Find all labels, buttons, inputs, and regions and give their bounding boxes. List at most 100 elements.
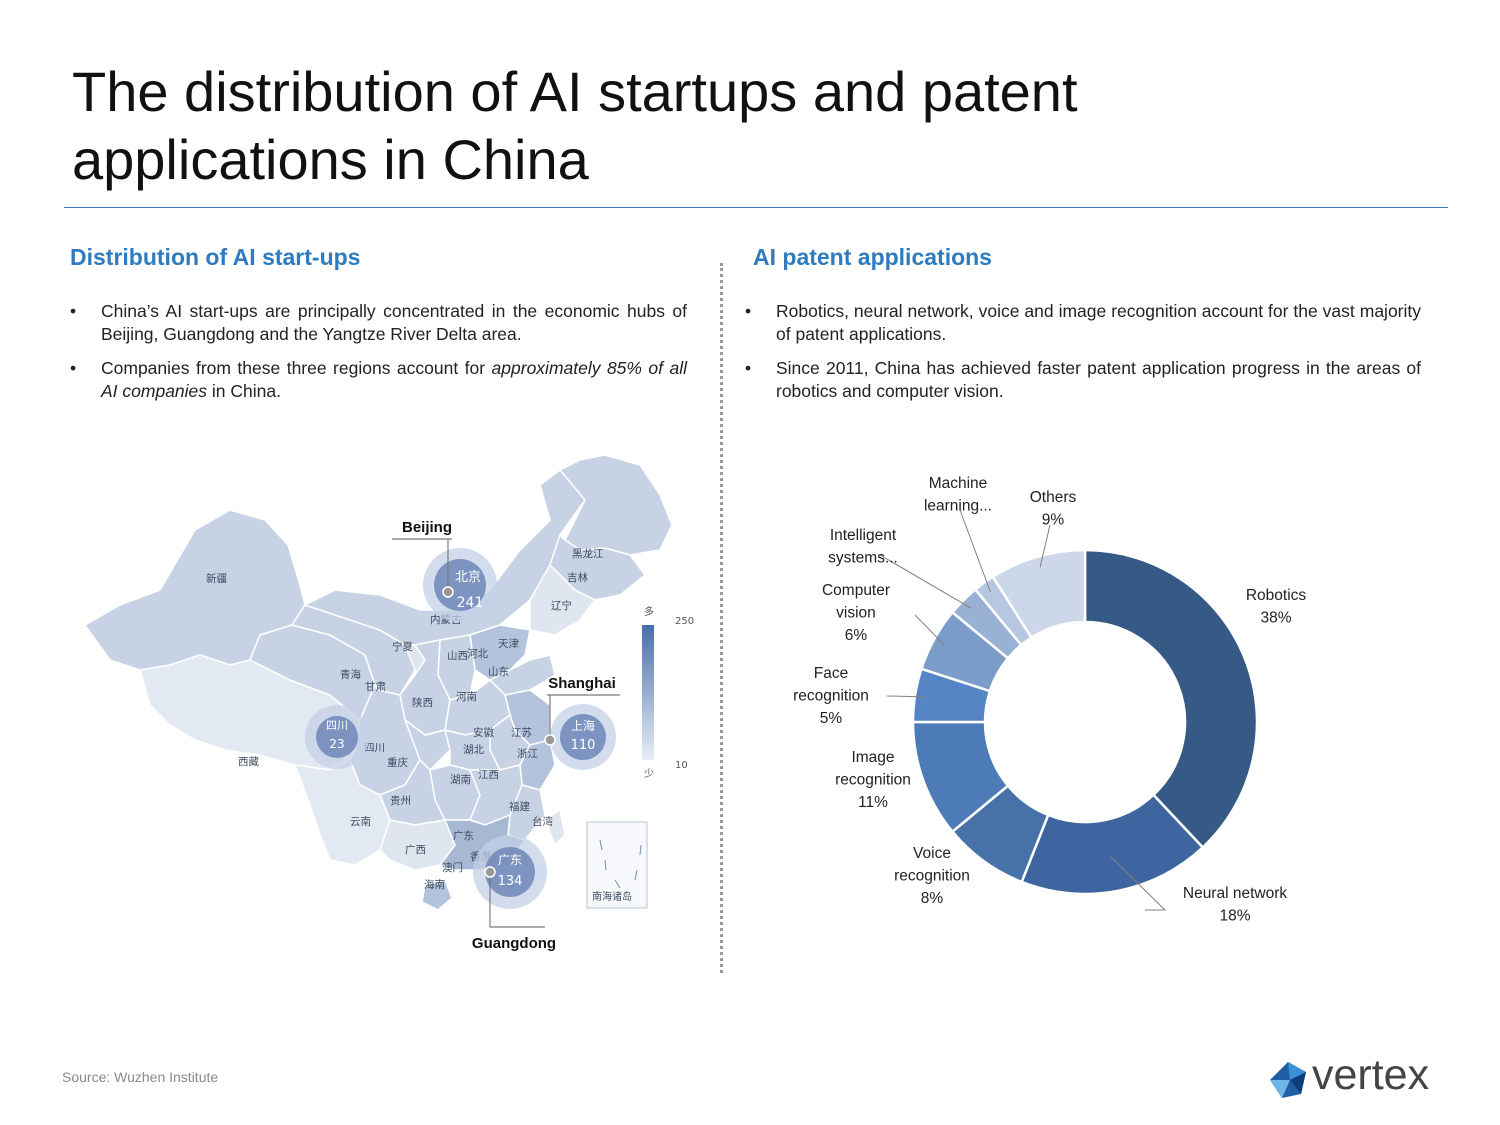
beijing-bubble bbox=[434, 559, 486, 611]
bubble-labels: 北京 241 上海 110 广东 134 四川 23 bbox=[326, 570, 595, 889]
region-hainan bbox=[421, 879, 453, 911]
guangdong-bubble bbox=[485, 847, 535, 897]
callout-labels: Beijing Shanghai Guangdong bbox=[402, 519, 616, 952]
province-label: 重庆 bbox=[387, 756, 408, 769]
vertex-logo-icon bbox=[1270, 1062, 1306, 1098]
province-label: 新疆 bbox=[206, 572, 227, 585]
column-divider bbox=[720, 263, 723, 973]
donut-leader-lines bbox=[879, 509, 1167, 911]
startups-bullets: • China’s AI start-ups are principally co… bbox=[70, 300, 687, 414]
donut-leader-line bbox=[879, 554, 972, 609]
callout-lines bbox=[392, 538, 620, 928]
legend-gradient-bar bbox=[642, 625, 654, 760]
donut-label: Robotics 38% bbox=[1246, 587, 1307, 627]
province-label: 宁夏 bbox=[392, 640, 413, 653]
province-label: 西藏 bbox=[238, 756, 259, 768]
legend-low-value: 10 bbox=[675, 760, 688, 771]
guangdong-label: Guangdong bbox=[472, 935, 556, 952]
province-label: 澳门 bbox=[442, 861, 463, 874]
province-label: 甘肃 bbox=[365, 680, 386, 693]
donut-leader-line bbox=[1110, 856, 1167, 911]
province-label: 江西 bbox=[478, 769, 499, 781]
province-label: 云南 bbox=[350, 815, 371, 828]
startups-bullet-1: • China’s AI start-ups are principally co… bbox=[70, 301, 687, 344]
donut-label: Computer vision 6% bbox=[822, 582, 890, 644]
region-taiwan bbox=[548, 808, 566, 847]
donut-slices bbox=[911, 548, 1259, 896]
legend-high-label: 多 bbox=[644, 605, 654, 618]
map-regions bbox=[83, 454, 673, 911]
province-label: 台湾 bbox=[532, 815, 553, 828]
province-label: 贵州 bbox=[390, 794, 411, 807]
legend-low-label: 少 bbox=[644, 768, 654, 780]
patents-heading: AI patent applications bbox=[753, 244, 992, 270]
province-label: 吉林 bbox=[567, 571, 588, 584]
province-labels: 新疆 西藏 青海 甘肃 宁夏 内蒙古 黑龙江 吉林 辽宁 天津 山西 河北 山东… bbox=[206, 547, 632, 903]
donut-slice bbox=[991, 548, 1087, 640]
province-label: 江苏 bbox=[511, 726, 532, 739]
province-label: 广东 bbox=[453, 829, 474, 842]
startups-bullet-2: • Companies from these three regions acco… bbox=[70, 358, 687, 401]
province-label: 河南 bbox=[456, 690, 477, 703]
donut-label: Intelligent systems... bbox=[828, 527, 898, 567]
shanghai-value: 110 bbox=[571, 738, 596, 753]
startups-heading: Distribution of AI start-ups bbox=[70, 244, 361, 270]
province-label: 陕西 bbox=[412, 696, 433, 709]
beijing-marker bbox=[442, 586, 454, 598]
donut-label: Others 9% bbox=[1030, 489, 1077, 529]
south-china-sea-inset bbox=[586, 821, 648, 909]
province-label: 青海 bbox=[340, 668, 361, 681]
province-label: 安徽 bbox=[473, 726, 494, 739]
patents-bullets: • Robotics, neural network, voice and ima… bbox=[745, 300, 1421, 414]
china-startup-map: 新疆 西藏 青海 甘肃 宁夏 内蒙古 黑龙江 吉林 辽宁 天津 山西 河北 山东… bbox=[83, 454, 694, 952]
donut-label: Voice recognition 8% bbox=[894, 845, 970, 907]
province-label: 浙江 bbox=[517, 748, 538, 760]
donut-label: Machine learning... bbox=[924, 475, 992, 515]
patents-bullet-2: • Since 2011, China has achieved faster p… bbox=[745, 358, 1421, 401]
shanghai-cn-label: 上海 bbox=[571, 718, 595, 733]
region-liaoning bbox=[529, 563, 597, 636]
province-label: 山东 bbox=[488, 665, 509, 678]
guangdong-marker bbox=[484, 866, 496, 878]
province-label: 山西 bbox=[447, 650, 468, 662]
donut-leader-line bbox=[1039, 524, 1051, 568]
sichuan-cn-label: 四川 bbox=[326, 719, 348, 732]
guangdong-value: 134 bbox=[498, 874, 523, 889]
map-bubbles bbox=[305, 548, 616, 909]
shanghai-label: Shanghai bbox=[548, 675, 616, 692]
province-label: 黑龙江 bbox=[572, 547, 604, 560]
province-label: 河北 bbox=[467, 648, 488, 660]
beijing-value: 241 bbox=[457, 595, 484, 611]
donut-leader-line bbox=[914, 614, 945, 645]
patents-bullet-1: • Robotics, neural network, voice and ima… bbox=[745, 301, 1421, 344]
map-legend: 多 250 少 10 bbox=[642, 605, 694, 780]
region-hebei bbox=[469, 624, 531, 681]
shanghai-marker bbox=[544, 734, 556, 746]
title-divider bbox=[64, 207, 1448, 208]
province-label: 四川 bbox=[364, 742, 385, 754]
source-note: Source: Wuzhen Institute bbox=[62, 1069, 219, 1085]
guangdong-cn-label: 广东 bbox=[498, 853, 522, 867]
inset-dashes bbox=[599, 839, 642, 889]
beijing-cn-label: 北京 bbox=[455, 570, 481, 585]
patent-donut-chart: Robotics 38% Neural network 18% Voice recogni… bbox=[793, 475, 1306, 925]
province-label: 天津 bbox=[498, 638, 519, 650]
province-label: 湖南 bbox=[450, 773, 471, 786]
vertex-logo: vertex bbox=[1268, 1051, 1448, 1101]
page-title: The distribution of AI startups and pate… bbox=[72, 60, 1078, 191]
region-jilin bbox=[549, 533, 647, 601]
donut-labels: Robotics 38% Neural network 18% Voice recogni… bbox=[793, 475, 1306, 925]
sichuan-bubble bbox=[316, 716, 358, 758]
vertex-logo-text: vertex bbox=[1312, 1051, 1430, 1099]
sichuan-value: 23 bbox=[329, 737, 344, 751]
legend-high-value: 250 bbox=[675, 616, 694, 627]
donut-slice bbox=[1083, 548, 1259, 850]
province-label: 湖北 bbox=[463, 744, 484, 756]
donut-leader-line bbox=[886, 695, 926, 698]
province-label: 辽宁 bbox=[551, 599, 572, 612]
donut-label: Neural network 18% bbox=[1183, 885, 1287, 925]
province-label: 海南 bbox=[424, 878, 445, 891]
donut-label: Face recognition 5% bbox=[793, 665, 869, 727]
province-label: 广西 bbox=[405, 844, 426, 856]
donut-label: Image recognition 11% bbox=[835, 749, 911, 811]
